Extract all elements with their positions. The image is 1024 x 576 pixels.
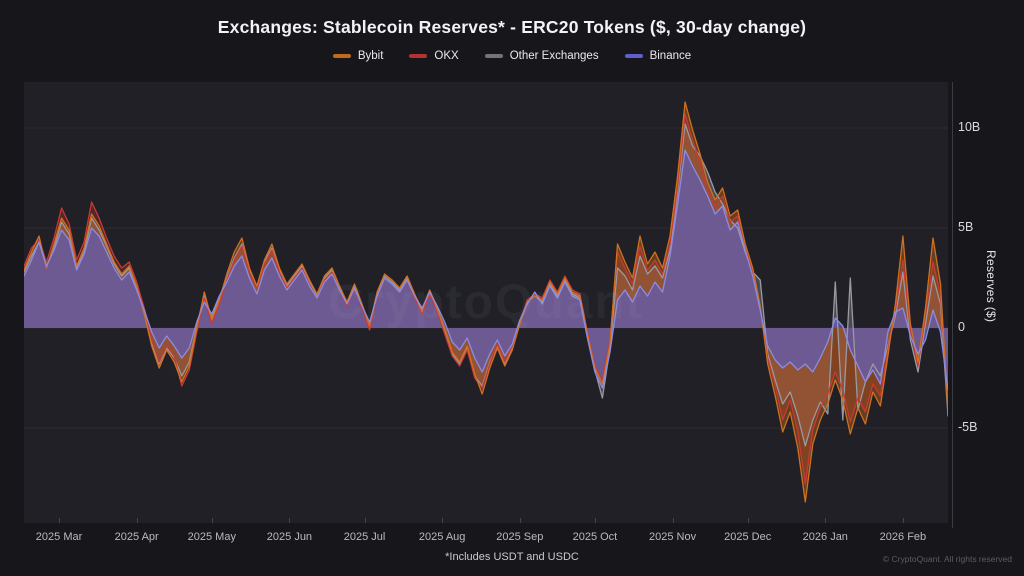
- y-tick-label: 0: [958, 320, 965, 334]
- x-tick-label: 2025 Aug: [418, 531, 466, 543]
- y-tick-label: 10B: [958, 120, 981, 134]
- x-tick-label: 2025 Apr: [114, 531, 159, 543]
- x-tick-mark: [594, 518, 596, 523]
- legend-label: Binance: [649, 50, 692, 62]
- plot-area: CryptoQuant: [24, 82, 948, 523]
- x-tick-label: 2025 Sep: [496, 531, 544, 543]
- x-tick-label: 2026 Jan: [802, 531, 848, 543]
- okx-swatch-icon: [409, 54, 428, 58]
- x-tick-mark: [289, 518, 291, 523]
- x-tick-label: 2025 Nov: [649, 531, 697, 543]
- x-axis-labels: 2025 Mar 2025 Apr 2025 May 2025 Jun 2025 Jul…: [24, 518, 948, 547]
- x-tick-label: 2025 May: [187, 531, 236, 543]
- y-tick-label: 5B: [958, 220, 974, 234]
- legend-item-okx[interactable]: OKX: [409, 50, 459, 62]
- x-tick-mark: [825, 518, 827, 523]
- other-exchanges-swatch-icon: [484, 54, 503, 58]
- x-tick-mark: [59, 518, 61, 523]
- legend-item-other-exchanges[interactable]: Other Exchanges: [484, 50, 599, 62]
- legend-item-bybit[interactable]: Bybit: [332, 50, 384, 62]
- x-tick-mark: [902, 518, 904, 523]
- legend-label: Other Exchanges: [509, 50, 599, 62]
- legend-label: Bybit: [357, 50, 384, 62]
- x-tick-mark: [442, 518, 444, 523]
- x-tick-label: 2025 Jul: [343, 531, 386, 543]
- y-axis-title: Reserves ($): [984, 250, 998, 323]
- x-tick-mark: [211, 518, 213, 523]
- x-tick-label: 2025 Oct: [572, 531, 618, 543]
- x-tick-mark: [672, 518, 674, 523]
- y-axis-line: [952, 82, 953, 528]
- legend: Bybit OKX Other Exchanges Binance: [0, 50, 1024, 62]
- x-tick-label: 2026 Feb: [879, 531, 927, 543]
- bybit-swatch-icon: [332, 54, 351, 58]
- x-tick-mark: [747, 518, 749, 523]
- x-tick-mark: [364, 518, 366, 523]
- x-tick-label: 2025 Jun: [266, 531, 313, 543]
- x-tick-mark: [519, 518, 521, 523]
- x-tick-mark: [136, 518, 138, 523]
- legend-label: OKX: [434, 50, 459, 62]
- footnote: *Includes USDT and USDC: [445, 551, 579, 563]
- y-tick-label: -5B: [958, 420, 978, 434]
- chart-title: Exchanges: Stablecoin Reserves* - ERC20 …: [217, 17, 807, 37]
- binance-swatch-icon: [624, 54, 643, 58]
- reserves-area-chart[interactable]: [24, 82, 948, 523]
- y-axis-labels: 10B 5B 0 -5B: [958, 82, 998, 523]
- x-tick-label: 2025 Dec: [724, 531, 772, 543]
- x-tick-label: 2025 Mar: [35, 531, 83, 543]
- copyright-notice: © CryptoQuant. All rights reserved: [882, 554, 1012, 564]
- legend-item-binance[interactable]: Binance: [624, 50, 692, 62]
